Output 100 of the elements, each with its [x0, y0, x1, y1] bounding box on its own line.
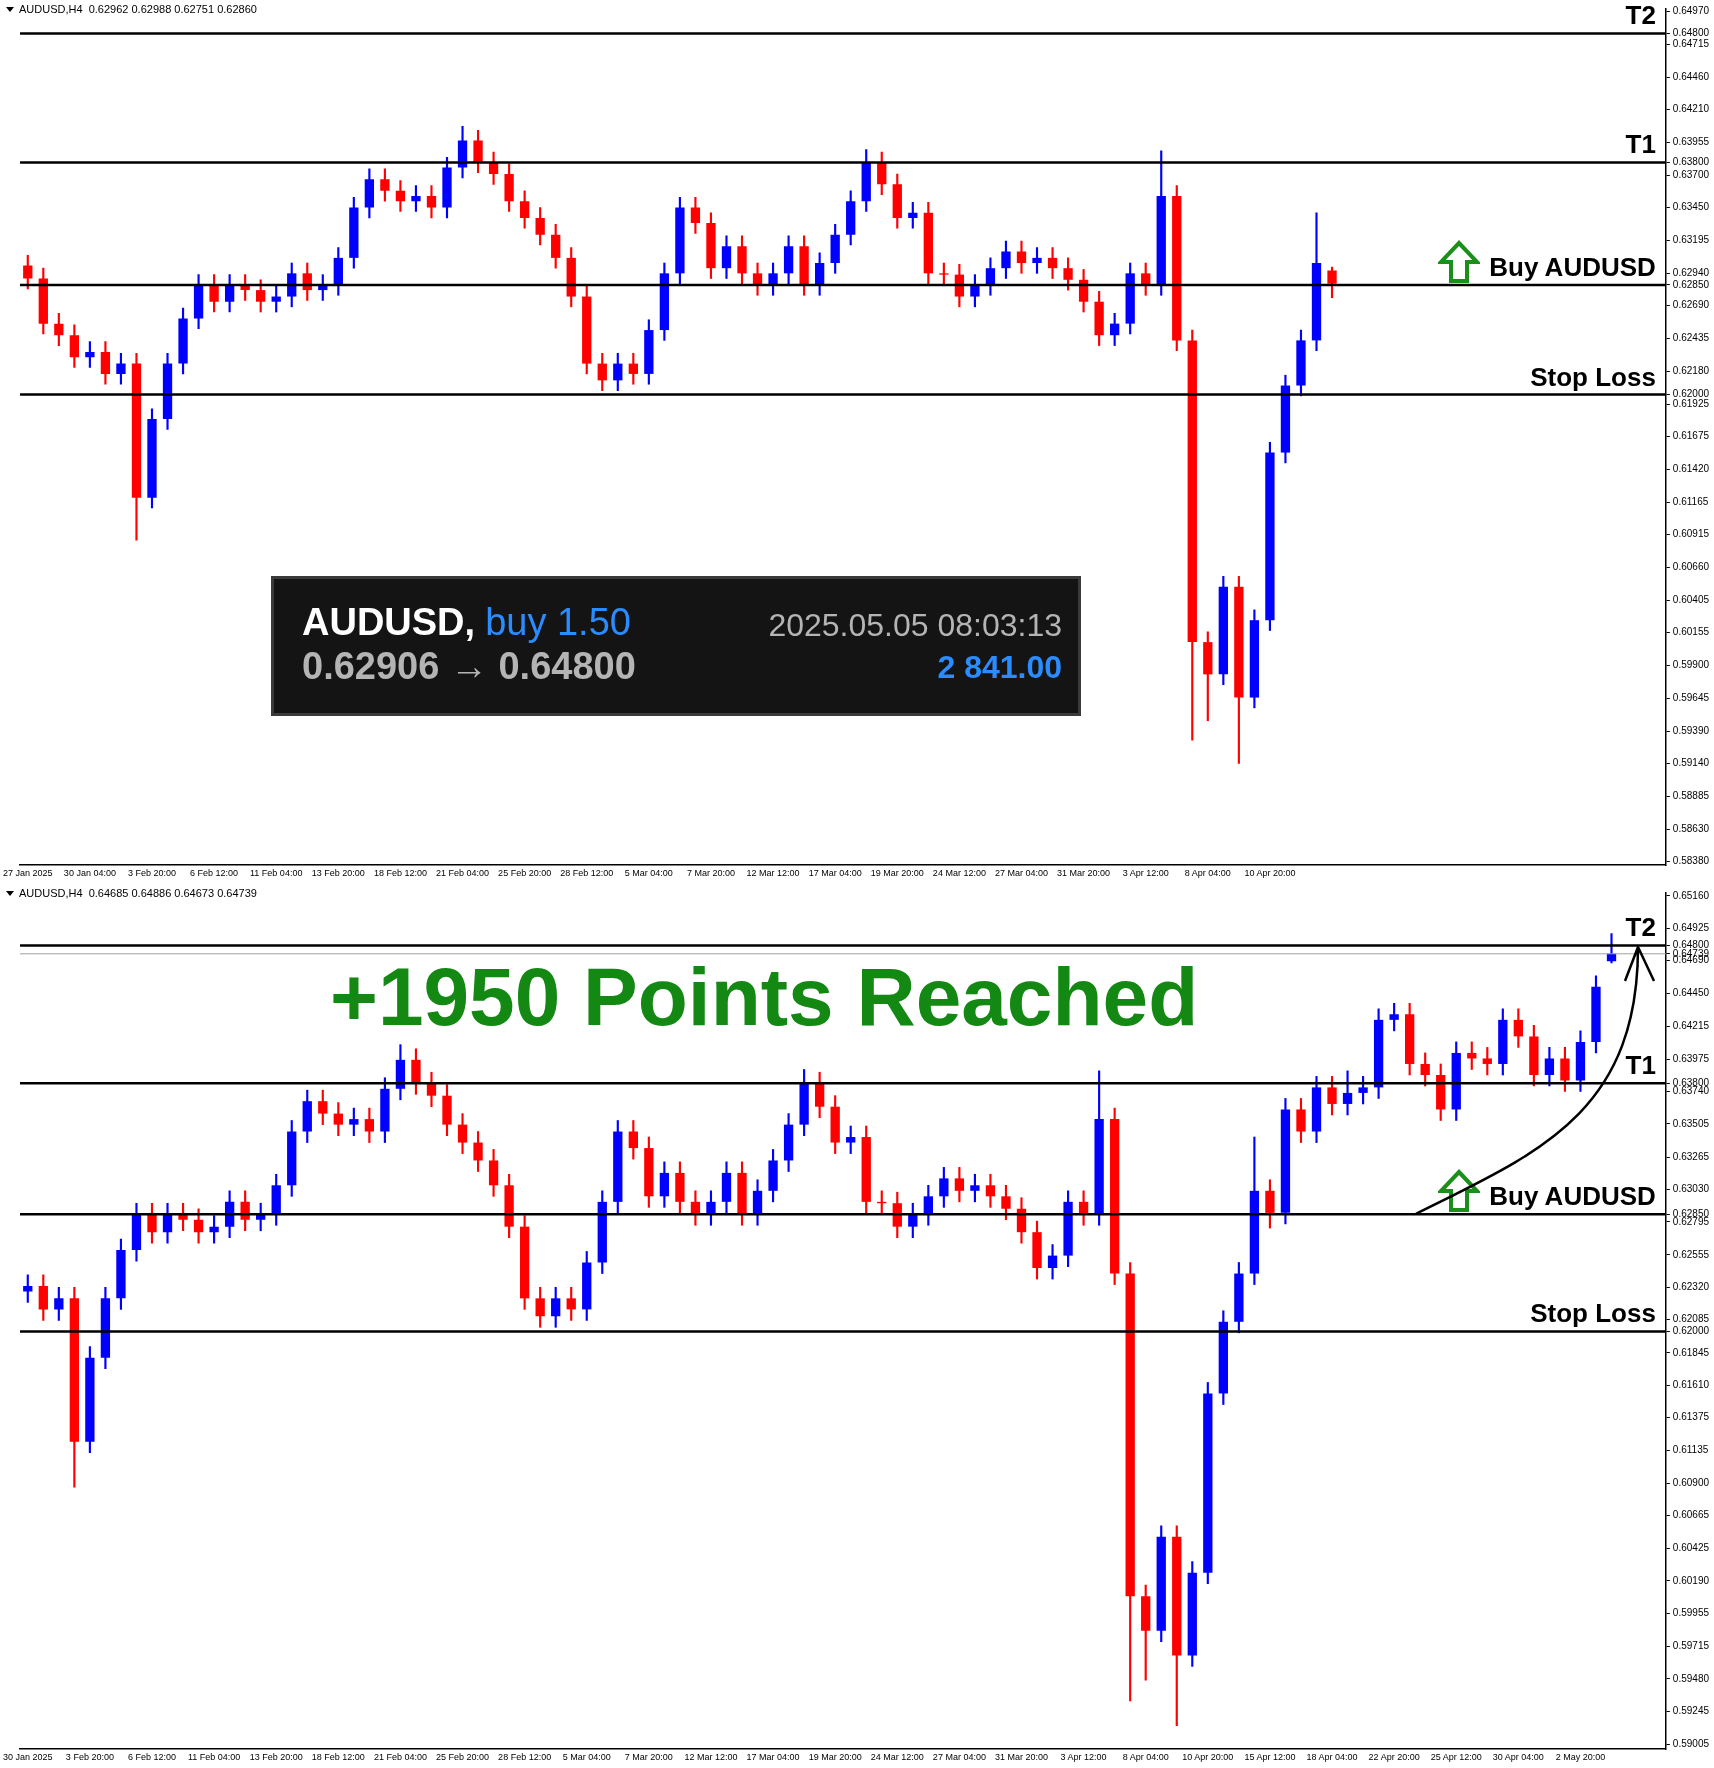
- y-tick-label: 0.62180: [1672, 365, 1710, 377]
- y-tick-label: 0.62940: [1672, 267, 1710, 279]
- ref-line-label: T2: [1625, 0, 1656, 31]
- x-tick-label: 21 Feb 04:00: [373, 1752, 427, 1763]
- candlestick: [1047, 1244, 1058, 1280]
- y-tick-label: 0.62085: [1672, 1313, 1710, 1325]
- y-tick-label: 0.61925: [1672, 397, 1710, 409]
- x-tick-label: 10 Apr 20:00: [1182, 1752, 1234, 1763]
- y-tick-label: 0.62690: [1672, 299, 1710, 311]
- x-tick-label: 3 Apr 12:00: [1060, 1752, 1107, 1763]
- x-tick-label: 2 May 20:00: [1555, 1752, 1606, 1763]
- candlestick: [395, 180, 406, 212]
- x-tick-label: 3 Feb 20:00: [127, 868, 177, 879]
- y-tick-label: 0.61845: [1672, 1346, 1710, 1358]
- x-tick-label: 27 Mar 04:00: [994, 868, 1049, 879]
- y-tick-label: 0.64450: [1672, 987, 1710, 999]
- x-tick-label: 12 Mar 12:00: [746, 868, 800, 879]
- x-tick-label: 30 Jan 2025: [3, 1752, 53, 1763]
- x-tick-label: 19 Mar 20:00: [808, 1752, 862, 1763]
- y-tick-label: 0.62320: [1672, 1281, 1710, 1293]
- ref-line-label: Stop Loss: [1530, 1298, 1656, 1329]
- x-tick-label: 18 Apr 04:00: [1306, 1752, 1358, 1763]
- y-tick-label: 0.62850: [1672, 278, 1710, 290]
- y-tick-label: 0.62435: [1672, 332, 1710, 344]
- x-tick-label: 6 Feb 12:00: [127, 1752, 177, 1763]
- x-tick-label: 27 Mar 04:00: [932, 1752, 986, 1763]
- x-tick-label: 31 Mar 20:00: [1057, 868, 1111, 879]
- ref-line-label: T2: [1625, 912, 1656, 943]
- y-tick-label: 0.64925: [1672, 921, 1710, 933]
- annotation: AUDUSD,H4 0.62962 0.62988 0.62751 0.62860: [19, 3, 257, 15]
- y-tick-label: 0.60190: [1672, 1574, 1710, 1586]
- x-tick-label: 17 Mar 04:00: [746, 1752, 800, 1763]
- x-tick-label: 3 Feb 20:00: [65, 1752, 114, 1763]
- y-tick-label: 0.64800: [1672, 27, 1710, 39]
- x-tick-label: 15 Apr 12:00: [1244, 1752, 1296, 1763]
- y-tick-label: 0.59480: [1672, 1672, 1710, 1684]
- ref-line-label: Buy AUDUSD: [1489, 251, 1656, 282]
- ref-line-label: T1: [1625, 129, 1656, 160]
- y-tick-label: 0.63450: [1672, 201, 1710, 213]
- y-tick-label: 0.63030: [1672, 1183, 1710, 1195]
- y-tick-label: 0.59245: [1672, 1705, 1710, 1717]
- x-tick-label: 3 Apr 12:00: [1122, 868, 1169, 879]
- y-tick-label: 0.62000: [1672, 1325, 1710, 1337]
- y-tick-label: 0.63265: [1672, 1150, 1710, 1162]
- candlestick: [985, 1173, 996, 1208]
- y-tick-label: 0.60425: [1672, 1542, 1710, 1554]
- x-tick-label: 18 Feb 12:00: [373, 868, 427, 879]
- y-tick-label: 0.64690: [1672, 954, 1710, 966]
- y-tick-label: 0.60915: [1672, 528, 1710, 540]
- annotation: 0.62906 → 0.64800: [302, 645, 636, 688]
- x-tick-label: 5 Mar 04:00: [562, 1752, 611, 1763]
- y-tick-label: 0.59900: [1672, 659, 1710, 671]
- x-tick-label: 13 Feb 20:00: [249, 1752, 303, 1763]
- y-tick-label: 0.59715: [1672, 1640, 1710, 1652]
- x-tick-label: 11 Feb 04:00: [250, 868, 303, 879]
- y-tick-label: 0.61420: [1672, 463, 1710, 475]
- y-tick-label: 0.63975: [1672, 1052, 1710, 1064]
- x-tick-label: 10 Apr 20:00: [1244, 868, 1296, 879]
- x-tick-label: 11 Feb 04:00: [187, 1752, 241, 1763]
- x-tick-label: 5 Mar 04:00: [624, 868, 673, 879]
- x-tick-label: 7 Mar 20:00: [686, 868, 735, 879]
- x-tick-label: 28 Feb 12:00: [498, 1752, 552, 1763]
- x-tick-label: 25 Feb 20:00: [436, 1752, 490, 1763]
- y-tick-label: 0.60155: [1672, 626, 1710, 638]
- candlestick: [1047, 247, 1058, 279]
- y-tick-label: 0.58380: [1672, 855, 1710, 867]
- x-tick-label: 30 Apr 04:00: [1492, 1752, 1544, 1763]
- x-tick-label: 27 Jan 2025: [3, 868, 53, 879]
- x-tick-label: 22 Apr 20:00: [1368, 1752, 1420, 1763]
- y-tick-label: 0.64970: [1672, 5, 1710, 17]
- y-tick-label: 0.63195: [1672, 234, 1710, 246]
- x-tick-label: 8 Apr 04:00: [1122, 1752, 1169, 1763]
- y-tick-label: 0.61675: [1672, 430, 1710, 442]
- x-tick-label: 25 Feb 20:00: [498, 868, 552, 879]
- x-tick-label: 12 Mar 12:00: [684, 1752, 738, 1763]
- y-tick-label: 0.63800: [1672, 156, 1710, 168]
- x-tick-label: 8 Apr 04:00: [1184, 868, 1231, 879]
- y-tick-label: 0.61375: [1672, 1411, 1710, 1423]
- annotation: buy 1.50: [485, 601, 631, 644]
- y-tick-label: 0.62555: [1672, 1248, 1710, 1260]
- x-tick-label: 24 Mar 12:00: [870, 1752, 924, 1763]
- annotation: AUDUSD,: [302, 601, 476, 644]
- ref-line-label: Buy AUDUSD: [1489, 1181, 1656, 1212]
- x-tick-label: 19 Mar 20:00: [870, 868, 924, 879]
- y-tick-label: 0.59645: [1672, 691, 1710, 703]
- y-tick-label: 0.63700: [1672, 169, 1710, 181]
- y-tick-label: 0.58630: [1672, 822, 1710, 834]
- y-tick-label: 0.60660: [1672, 561, 1710, 573]
- y-tick-label: 0.61135: [1672, 1444, 1709, 1456]
- annotation: AUDUSD,H4 0.64685 0.64886 0.64673 0.64739: [19, 887, 257, 899]
- x-tick-label: 7 Mar 20:00: [624, 1752, 673, 1763]
- annotation: +1950 Points Reached: [330, 950, 1199, 1044]
- annotation: 2 841.00: [937, 649, 1062, 686]
- y-tick-label: 0.60900: [1672, 1476, 1710, 1488]
- y-tick-label: 0.64215: [1672, 1019, 1710, 1031]
- y-tick-label: 0.59390: [1672, 724, 1710, 736]
- y-tick-label: 0.63955: [1672, 136, 1710, 148]
- y-tick-label: 0.64800: [1672, 939, 1710, 951]
- x-tick-label: 6 Feb 12:00: [190, 868, 239, 879]
- y-tick-label: 0.59140: [1672, 757, 1710, 769]
